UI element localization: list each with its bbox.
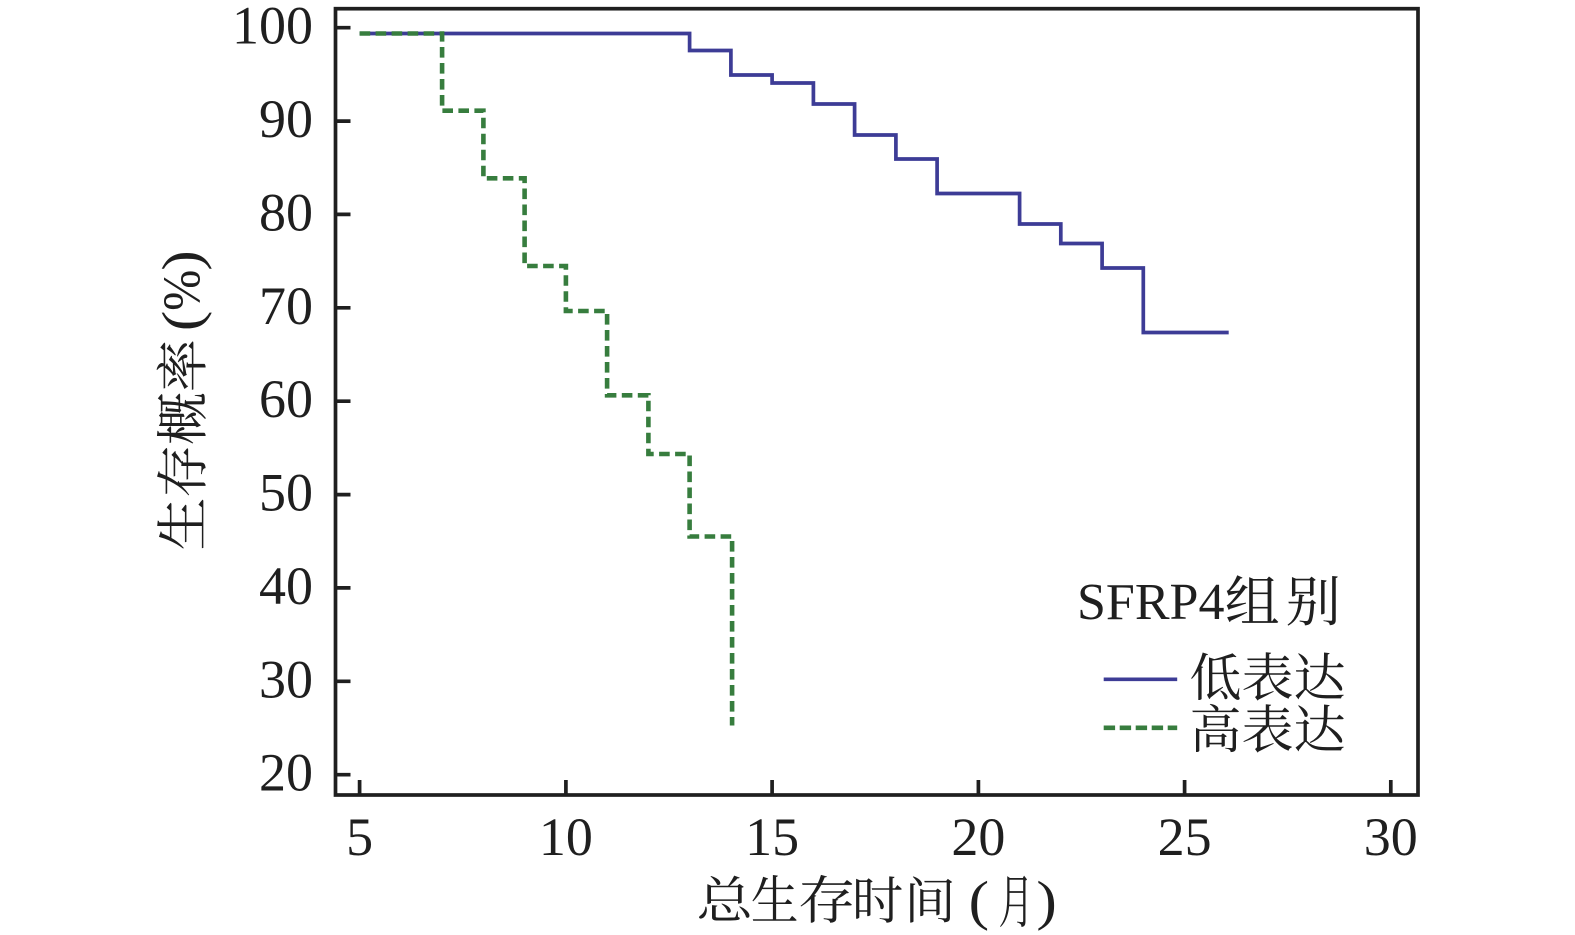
svg-text:20: 20 bbox=[259, 743, 313, 803]
svg-text:90: 90 bbox=[259, 89, 313, 149]
svg-text:20: 20 bbox=[951, 807, 1005, 867]
svg-text:30: 30 bbox=[259, 649, 313, 709]
svg-text:15: 15 bbox=[745, 807, 799, 867]
svg-text:25: 25 bbox=[1158, 807, 1212, 867]
svg-text:5: 5 bbox=[346, 807, 373, 867]
svg-text:40: 40 bbox=[259, 556, 313, 616]
svg-text:SFRP4: SFRP4 bbox=[1077, 574, 1224, 631]
svg-text:50: 50 bbox=[259, 463, 313, 523]
svg-text:70: 70 bbox=[259, 276, 313, 336]
svg-text:80: 80 bbox=[259, 182, 313, 242]
svg-text:10: 10 bbox=[539, 807, 593, 867]
svg-text:30: 30 bbox=[1364, 807, 1418, 867]
svg-text:%: % bbox=[153, 270, 212, 311]
svg-text:100: 100 bbox=[232, 0, 313, 56]
svg-text:60: 60 bbox=[259, 369, 313, 429]
svg-text:(: ( bbox=[151, 311, 213, 331]
svg-text:(: ( bbox=[969, 870, 989, 932]
svg-text:): ) bbox=[151, 250, 213, 270]
svg-text:): ) bbox=[1036, 870, 1056, 932]
